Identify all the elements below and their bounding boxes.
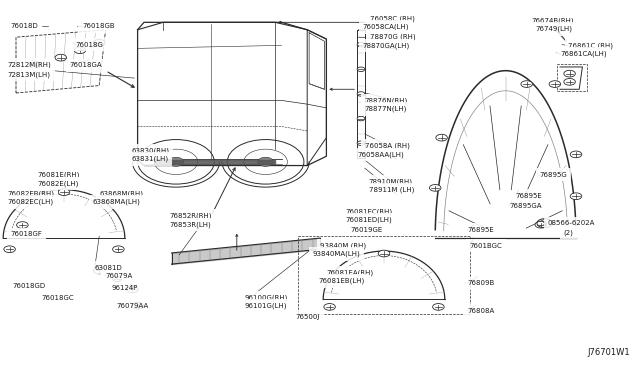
Circle shape [436,134,447,141]
Text: 76018GC: 76018GC [41,295,74,301]
Circle shape [535,221,547,228]
Circle shape [58,189,70,196]
Text: (2): (2) [563,229,573,236]
Text: 76079AA: 76079AA [116,303,148,309]
Text: 76018GA: 76018GA [69,62,102,68]
Circle shape [93,267,105,274]
Text: 76895E: 76895E [516,193,543,199]
Text: 76674B(RH): 76674B(RH) [531,17,574,24]
Text: 76058AA(LH): 76058AA(LH) [357,151,404,158]
Circle shape [113,246,124,253]
Circle shape [549,81,561,87]
Text: 76058C (RH): 76058C (RH) [370,15,415,22]
Text: 76861C (RH): 76861C (RH) [568,42,613,49]
Text: 78870G (RH): 78870G (RH) [370,34,415,41]
Circle shape [357,42,365,47]
Circle shape [570,193,582,200]
Circle shape [357,67,365,71]
Text: 78910M(RH): 78910M(RH) [369,178,413,185]
Circle shape [357,141,365,145]
Text: 08566-6202A: 08566-6202A [547,220,595,226]
Text: 72812M(RH): 72812M(RH) [8,62,51,68]
Text: 76081EA(RH): 76081EA(RH) [326,269,374,276]
Text: 76018GB: 76018GB [82,23,115,29]
Circle shape [93,39,105,46]
Text: 78876N(RH): 78876N(RH) [365,97,408,104]
Circle shape [429,185,441,191]
Text: 96124P: 96124P [112,285,138,291]
Text: 76082EB(RH): 76082EB(RH) [8,190,54,197]
Text: 76809B: 76809B [467,280,495,286]
Text: J76701W1: J76701W1 [588,348,630,357]
Text: 76081EB(LH): 76081EB(LH) [319,278,365,284]
Text: 76018GF: 76018GF [11,231,43,237]
Text: 76018GD: 76018GD [13,283,46,289]
Circle shape [4,246,15,253]
Text: 76019GE: 76019GE [351,227,383,233]
Circle shape [258,157,273,166]
Text: 76895GA: 76895GA [509,203,542,209]
Text: 76895E: 76895E [467,227,494,233]
Text: 76081ED(LH): 76081ED(LH) [346,217,392,223]
Text: 76081EC(RH): 76081EC(RH) [346,208,393,215]
Text: S: S [543,221,547,226]
Text: 76082EC(LH): 76082EC(LH) [8,199,54,205]
Circle shape [378,250,390,257]
Text: 76852R(RH): 76852R(RH) [170,212,212,219]
Text: 96101G(LH): 96101G(LH) [244,303,287,310]
Circle shape [74,47,86,54]
Text: 76808A: 76808A [467,308,495,314]
Text: 93840M (RH): 93840M (RH) [320,242,366,249]
Text: 78911M (LH): 78911M (LH) [369,187,414,193]
Circle shape [564,70,575,77]
Circle shape [113,276,122,282]
Text: 63831(LH): 63831(LH) [131,156,168,163]
Circle shape [564,78,575,85]
Text: 76500J: 76500J [296,314,320,320]
Circle shape [521,81,532,87]
Text: 78877N(LH): 78877N(LH) [365,106,407,112]
Text: 76081E(RH): 76081E(RH) [37,171,79,178]
Text: 93840MA(LH): 93840MA(LH) [312,251,360,257]
Text: 7601BGC: 7601BGC [470,243,502,248]
Circle shape [29,62,41,68]
Text: 96100G(RH): 96100G(RH) [244,294,288,301]
Circle shape [357,92,365,96]
Text: 76018D: 76018D [11,23,38,29]
Circle shape [132,302,143,309]
Circle shape [357,116,365,121]
Circle shape [433,304,444,310]
Text: 76895G: 76895G [540,172,567,178]
Text: 63868MA(LH): 63868MA(LH) [93,199,141,205]
Text: 76058A (RH): 76058A (RH) [365,142,410,149]
Text: 76018G: 76018G [76,42,104,48]
Text: 76082E(LH): 76082E(LH) [37,180,79,187]
Circle shape [324,304,335,310]
Circle shape [17,222,28,228]
Text: 63868M(RH): 63868M(RH) [99,190,143,197]
Text: 63081D: 63081D [95,265,122,271]
Text: 76853R(LH): 76853R(LH) [170,221,211,228]
Text: 63830(RH): 63830(RH) [131,147,169,154]
Text: 76079A: 76079A [105,273,132,279]
Text: 72813M(LH): 72813M(LH) [8,71,51,78]
Text: 78870GA(LH): 78870GA(LH) [363,42,410,49]
Circle shape [127,286,138,293]
Text: 76861CA(LH): 76861CA(LH) [561,51,607,57]
Text: 76749(LH): 76749(LH) [535,26,572,32]
Circle shape [168,157,184,166]
Text: 76058CA(LH): 76058CA(LH) [363,24,410,31]
Circle shape [570,151,582,158]
Circle shape [55,54,67,61]
